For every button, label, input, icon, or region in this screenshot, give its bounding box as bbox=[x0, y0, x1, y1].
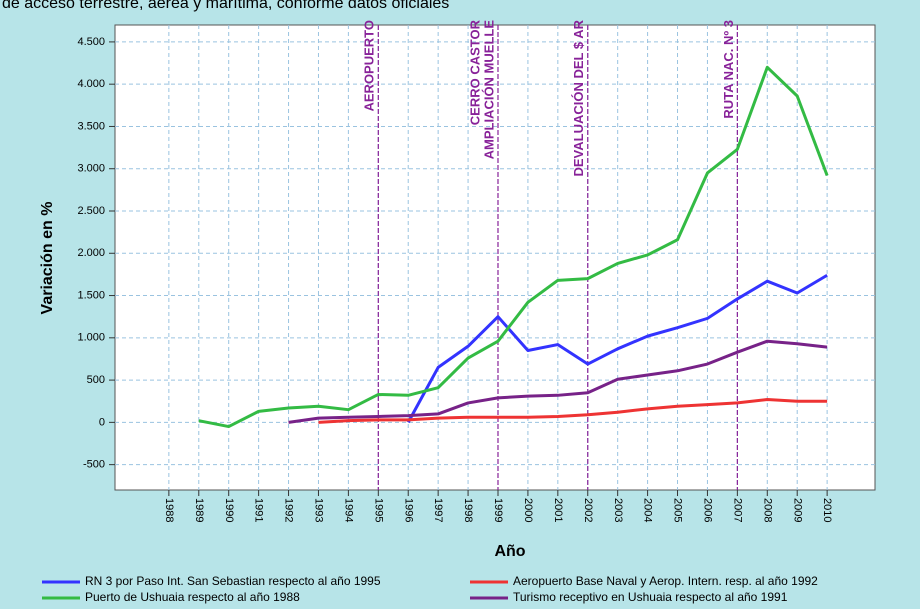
y-tick-label: 2.000 bbox=[77, 247, 105, 259]
x-tick-label: 2004 bbox=[642, 498, 654, 522]
x-tick-label: 2010 bbox=[821, 498, 833, 522]
y-tick-label: 1.500 bbox=[77, 289, 105, 301]
x-tick-label: 1997 bbox=[432, 498, 444, 522]
x-tick-label: 2005 bbox=[672, 498, 684, 522]
x-tick-label: 1992 bbox=[283, 498, 295, 522]
x-tick-label: 1999 bbox=[492, 498, 504, 522]
series-line bbox=[198, 65, 829, 429]
legend-label: Puerto de Ushuaia respecto al año 1988 bbox=[85, 590, 300, 604]
x-tick-label: 2000 bbox=[522, 498, 534, 522]
event-label: DEVALUACIÓN DEL $ AR bbox=[571, 19, 586, 176]
series-line bbox=[318, 398, 828, 424]
y-axis-label: Variación en % bbox=[39, 202, 56, 315]
x-tick-label: 1990 bbox=[223, 498, 235, 522]
y-tick-label: 500 bbox=[87, 374, 105, 386]
x-tick-label: 2001 bbox=[552, 498, 564, 522]
x-tick-label: 2003 bbox=[612, 498, 624, 522]
x-tick-label: 1991 bbox=[253, 498, 265, 522]
event-label: AEROPUERTO bbox=[362, 20, 377, 112]
y-tick-label: 3.500 bbox=[77, 120, 105, 132]
legend-label: Turismo receptivo en Ushuaia respecto al… bbox=[513, 590, 788, 604]
y-tick-label: 0 bbox=[99, 416, 105, 428]
y-tick-label: 2.500 bbox=[77, 205, 105, 217]
x-tick-label: 2006 bbox=[702, 498, 714, 522]
x-axis-label: Año bbox=[494, 543, 525, 560]
chart-title: de acceso terrestre, aérea y marítima, c… bbox=[2, 0, 449, 12]
legend-label: RN 3 por Paso Int. San Sebastian respect… bbox=[85, 574, 381, 588]
x-tick-label: 2007 bbox=[731, 498, 743, 522]
event-label: RUTA NAC. Nº 3 bbox=[721, 20, 736, 119]
x-tick-label: 1998 bbox=[462, 498, 474, 522]
x-tick-label: 1989 bbox=[193, 498, 205, 522]
x-tick-label: 1996 bbox=[402, 498, 414, 522]
x-tick-label: 1993 bbox=[313, 498, 325, 522]
y-tick-label: 4.000 bbox=[77, 78, 105, 90]
x-tick-label: 2002 bbox=[582, 498, 594, 522]
series-line bbox=[288, 339, 828, 424]
y-tick-label: -500 bbox=[83, 459, 105, 471]
x-tick-label: 1994 bbox=[342, 498, 354, 522]
event-label: CERRO CASTOR bbox=[467, 19, 482, 125]
y-tick-label: 3.000 bbox=[77, 163, 105, 175]
y-tick-label: 1.000 bbox=[77, 332, 105, 344]
legend-label: Aeropuerto Base Naval y Aerop. Intern. r… bbox=[513, 574, 818, 588]
event-label: AMPLIACIÓN MUELLE bbox=[481, 20, 496, 160]
y-tick-label: 4.500 bbox=[77, 36, 105, 48]
x-tick-label: 2009 bbox=[791, 498, 803, 522]
plot-area bbox=[114, 24, 876, 491]
x-tick-label: 1995 bbox=[372, 498, 384, 522]
x-tick-label: 1988 bbox=[163, 498, 175, 522]
x-tick-label: 2008 bbox=[761, 498, 773, 522]
series-line bbox=[406, 273, 828, 424]
